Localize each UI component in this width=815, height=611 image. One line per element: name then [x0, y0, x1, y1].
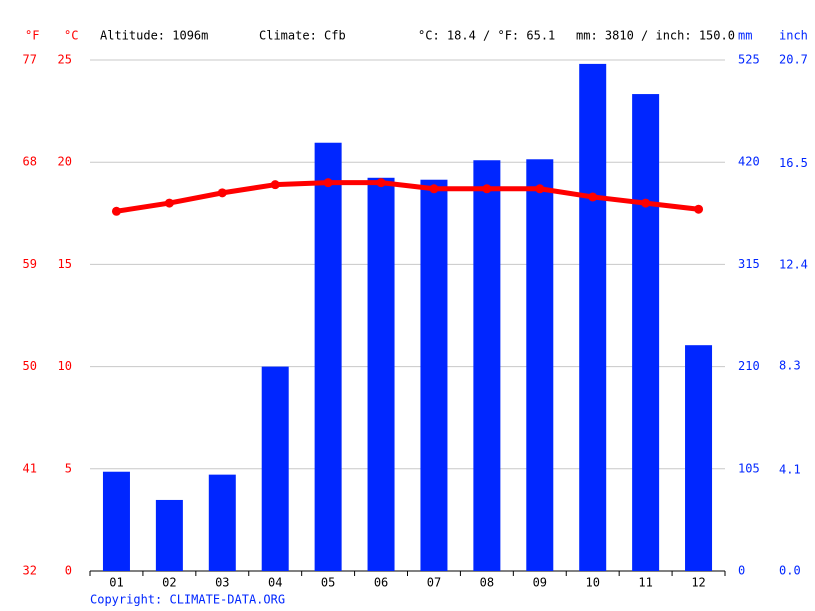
x-tick-label: 04	[268, 576, 282, 590]
x-tick-label: 11	[638, 576, 652, 590]
x-tick-label: 12	[691, 576, 705, 590]
tick-label: 16.5	[779, 156, 808, 170]
precipitation-bar	[261, 366, 289, 571]
temperature-point	[535, 184, 545, 194]
tick-label: 5	[65, 461, 72, 475]
tick-label: 105	[738, 461, 760, 475]
precipitation-bar	[155, 499, 183, 571]
precipitation-bar	[314, 142, 342, 571]
inch-axis-label: inch	[779, 29, 808, 43]
x-tick-label: 09	[533, 576, 547, 590]
precipitation-bar	[473, 160, 501, 571]
tick-label: 12.4	[779, 257, 808, 271]
x-tick-label: 07	[427, 576, 441, 590]
tick-label: 0	[65, 564, 72, 578]
temperature-point	[482, 184, 492, 194]
temperature-point	[323, 178, 333, 188]
mean-temperature: °C: 18.4 / °F: 65.1	[418, 29, 555, 43]
climate: Climate: Cfb	[259, 29, 346, 43]
precipitation-bar	[526, 159, 554, 571]
x-tick-label: 02	[162, 576, 176, 590]
tick-label: 20	[58, 155, 72, 169]
tick-label: 525	[738, 53, 760, 67]
temperature-point	[429, 184, 439, 194]
precipitation-bar	[208, 474, 236, 571]
tick-label: 0.0	[779, 564, 801, 578]
precipitation-bar	[579, 63, 607, 571]
tick-label: 20.7	[779, 53, 808, 67]
temperature-point	[111, 206, 121, 216]
x-tick-label: 01	[109, 576, 123, 590]
tick-label: 8.3	[779, 359, 801, 373]
precipitation-bar	[632, 94, 660, 572]
annual-precipitation: mm: 3810 / inch: 150.0	[576, 29, 735, 43]
precipitation-bar	[102, 471, 130, 571]
x-tick-label: 03	[215, 576, 229, 590]
tick-label: 420	[738, 155, 760, 169]
precipitation-bar	[420, 179, 448, 571]
tick-label: 25	[58, 53, 72, 67]
x-tick-label: 08	[480, 576, 494, 590]
tick-label: 41	[23, 461, 37, 475]
temperature-point	[641, 198, 651, 208]
altitude: Altitude: 1096m	[100, 29, 208, 43]
tick-label: 210	[738, 359, 760, 373]
tick-label: 10	[58, 359, 72, 373]
temperature-point	[376, 178, 386, 188]
tick-label: 4.1	[779, 462, 801, 476]
tick-label: 77	[23, 53, 37, 67]
temperature-point	[588, 192, 598, 202]
tick-label: 68	[23, 155, 37, 169]
tick-label: 0	[738, 564, 745, 578]
c-axis-label: °C	[64, 29, 78, 43]
x-tick-label: 05	[321, 576, 335, 590]
temperature-line	[116, 180, 699, 214]
x-tick-label: 10	[585, 576, 599, 590]
tick-label: 15	[58, 257, 72, 271]
tick-label: 32	[23, 564, 37, 578]
precipitation-bar	[685, 345, 713, 571]
temperature-point	[164, 198, 174, 208]
temperature-point	[270, 180, 280, 190]
tick-label: 50	[23, 359, 37, 373]
tick-label: 59	[23, 257, 37, 271]
f-axis-label: °F	[25, 29, 39, 43]
temperature-point	[217, 188, 227, 198]
x-tick-label: 06	[374, 576, 388, 590]
tick-label: 315	[738, 257, 760, 271]
temperature-point	[694, 204, 704, 214]
mm-axis-label: mm	[738, 29, 752, 43]
precipitation-bar	[367, 177, 395, 572]
copyright: Copyright: CLIMATE-DATA.ORG	[90, 593, 285, 607]
